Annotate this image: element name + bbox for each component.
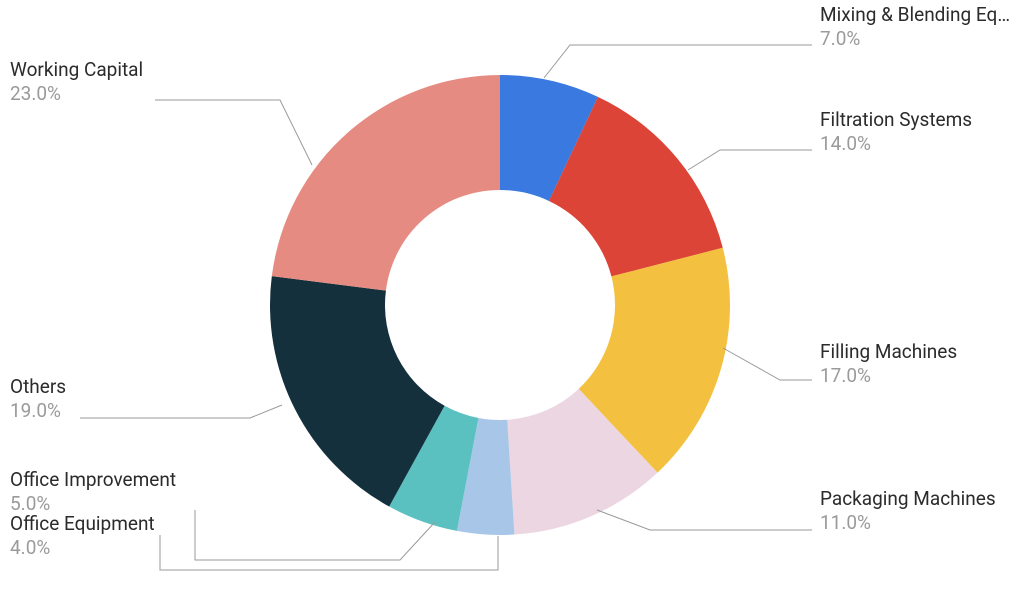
slice-label: Others19.0%	[10, 375, 66, 423]
slice-label-pct: 23.0%	[10, 82, 143, 106]
slice-label-name: Packaging Machines	[820, 487, 996, 511]
slice-label: Packaging Machines11.0%	[820, 487, 996, 535]
leader-line	[160, 535, 498, 570]
slice-label-pct: 11.0%	[820, 511, 996, 535]
slice-label: Mixing & Blending Eq…7.0%	[820, 3, 1010, 51]
slice-label-pct: 4.0%	[10, 536, 155, 560]
leader-line	[155, 100, 312, 165]
slice-label-pct: 7.0%	[820, 27, 1010, 51]
slice-label-pct: 5.0%	[10, 492, 176, 516]
slice-label-name: Mixing & Blending Eq…	[820, 3, 1010, 27]
slice-label-name: Office Improvement	[10, 468, 176, 492]
slice-label: Filtration Systems14.0%	[820, 108, 972, 156]
slice-label-name: Others	[10, 375, 66, 399]
leader-line	[544, 45, 812, 78]
slice-label-name: Working Capital	[10, 58, 143, 82]
slice-label-name: Filling Machines	[820, 340, 957, 364]
leader-line	[597, 510, 812, 530]
donut-chart: Mixing & Blending Eq…7.0% Filtration Syst…	[0, 0, 1024, 610]
slice-label-pct: 19.0%	[10, 399, 66, 423]
slice-label: Filling Machines17.0%	[820, 340, 957, 388]
slice-label-pct: 14.0%	[820, 132, 972, 156]
leader-line	[723, 348, 812, 380]
slice-label: Office Equipment4.0%	[10, 512, 155, 560]
leader-line	[195, 510, 435, 560]
leader-line	[688, 150, 812, 170]
donut-slice	[272, 75, 500, 291]
leader-line	[80, 405, 282, 418]
slice-label-pct: 17.0%	[820, 364, 957, 388]
slice-label: Working Capital23.0%	[10, 58, 143, 106]
slice-label-name: Office Equipment	[10, 512, 155, 536]
slice-label: Office Improvement5.0%	[10, 468, 176, 516]
slice-label-name: Filtration Systems	[820, 108, 972, 132]
